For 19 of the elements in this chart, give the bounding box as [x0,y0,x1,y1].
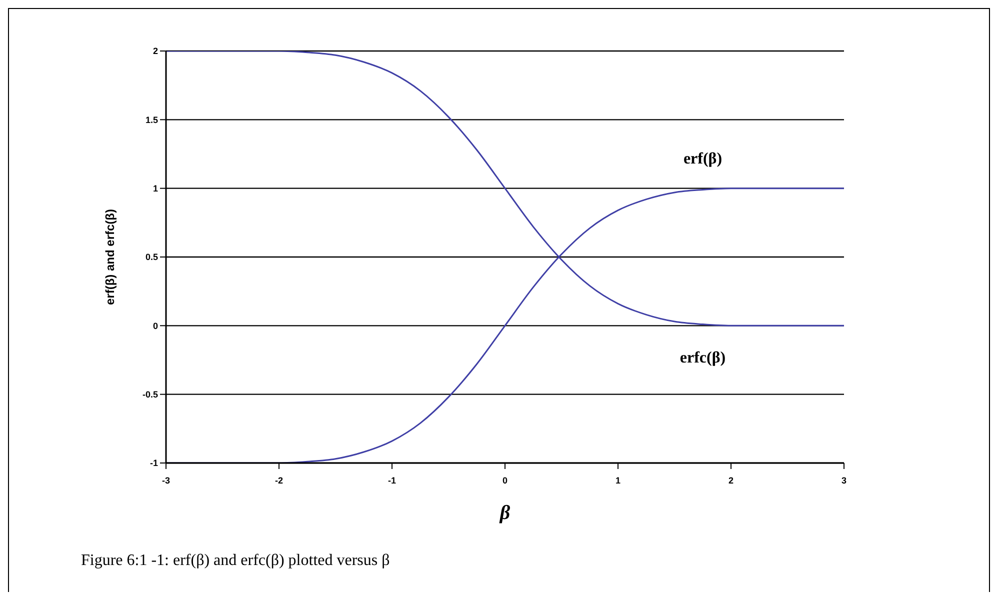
y-tick-label: 2 [152,46,158,56]
x-tick-label: -2 [274,475,284,486]
y-axis-title: erf(β) and erfc(β) [102,209,117,305]
x-tick-label: 1 [615,475,621,486]
caption: Figure 6:1 -1: erf(β) and erfc(β) plotted versus β [81,552,390,570]
x-tick-label: 0 [502,475,508,486]
x-axis-title: β [498,502,511,524]
x-tick-label: -1 [388,475,396,486]
y-tick-label: -0.5 [142,390,158,400]
x-tick-label: -3 [162,475,170,486]
x-tick-label: 3 [841,475,847,486]
y-tick-label: 0.5 [145,252,158,262]
y-tick-label: 0 [152,320,158,331]
series-label: erf(β) [683,150,722,168]
y-tick-label: 1.5 [145,114,158,125]
x-tick-label: 2 [728,475,734,486]
series-label: erfc(β) [680,349,726,366]
y-tick-label: 1 [152,184,158,194]
y-tick-label: -1 [150,458,158,468]
